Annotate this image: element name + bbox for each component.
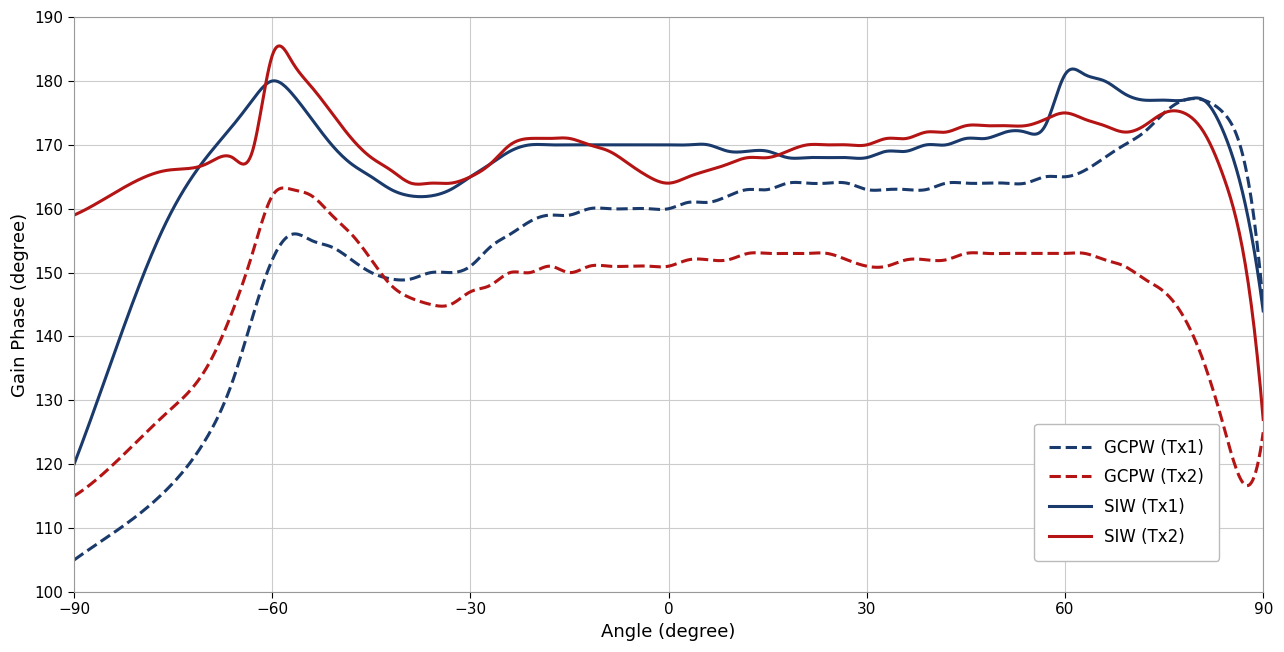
SIW (Tx2) [1091, 120, 1107, 128]
GCPW (Tx1) [758, 186, 773, 194]
SIW (Tx1) [1091, 75, 1107, 83]
GCPW (Tx1) [1090, 158, 1106, 166]
GCPW (Tx2) [1256, 428, 1271, 436]
Legend: GCPW (Tx1), GCPW (Tx2), SIW (Tx1), SIW (Tx2): GCPW (Tx1), GCPW (Tx2), SIW (Tx1), SIW (… [1035, 424, 1220, 561]
SIW (Tx1) [968, 134, 984, 142]
SIW (Tx2) [826, 141, 841, 149]
SIW (Tx2) [790, 143, 805, 151]
SIW (Tx2) [139, 172, 154, 180]
GCPW (Tx2) [276, 184, 291, 192]
GCPW (Tx2) [790, 250, 805, 258]
GCPW (Tx1) [968, 179, 984, 187]
GCPW (Tx1) [139, 504, 154, 512]
SIW (Tx2) [759, 154, 774, 162]
Y-axis label: Gain Phase (degree): Gain Phase (degree) [12, 213, 30, 396]
GCPW (Tx1) [824, 179, 840, 186]
GCPW (Tx2) [826, 251, 841, 259]
Line: SIW (Tx2): SIW (Tx2) [74, 46, 1263, 419]
SIW (Tx1) [67, 460, 82, 468]
GCPW (Tx1) [1185, 95, 1201, 102]
SIW (Tx2) [969, 121, 985, 129]
Line: GCPW (Tx1): GCPW (Tx1) [74, 98, 1263, 560]
SIW (Tx2) [67, 211, 82, 219]
SIW (Tx2) [1256, 415, 1271, 423]
SIW (Tx1) [824, 154, 840, 162]
SIW (Tx1) [758, 147, 773, 155]
GCPW (Tx1) [67, 556, 82, 564]
GCPW (Tx1) [1256, 301, 1271, 308]
SIW (Tx2) [272, 42, 288, 50]
Line: SIW (Tx1): SIW (Tx1) [74, 69, 1263, 464]
SIW (Tx1) [139, 262, 154, 270]
GCPW (Tx2) [969, 249, 985, 257]
GCPW (Tx2) [67, 492, 82, 500]
SIW (Tx1) [788, 155, 804, 162]
SIW (Tx1) [1256, 307, 1271, 315]
GCPW (Tx2) [759, 250, 774, 258]
GCPW (Tx2) [1091, 254, 1107, 262]
GCPW (Tx2) [139, 428, 154, 436]
Line: GCPW (Tx2): GCPW (Tx2) [74, 188, 1263, 496]
GCPW (Tx1) [788, 179, 804, 186]
SIW (Tx1) [1064, 65, 1080, 73]
X-axis label: Angle (degree): Angle (degree) [601, 623, 736, 641]
